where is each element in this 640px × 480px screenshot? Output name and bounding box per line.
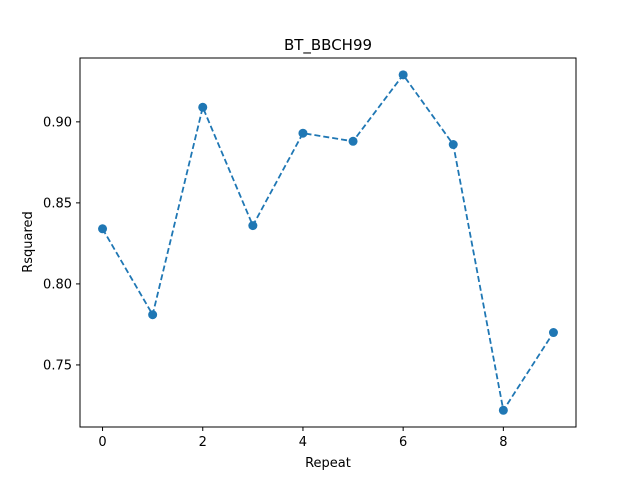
data-point <box>448 140 458 150</box>
x-tick-label: 2 <box>199 435 207 450</box>
data-point <box>198 102 208 112</box>
data-point <box>498 405 508 415</box>
series-line <box>101 73 555 413</box>
x-axis-label: Repeat <box>305 456 351 471</box>
chart-title: BT_BBCH99 <box>284 36 372 55</box>
x-axis: 0 2 4 6 8 <box>98 427 507 450</box>
x-tick-label: 4 <box>299 435 307 450</box>
x-tick-label: 0 <box>98 435 106 450</box>
x-tick-label: 8 <box>499 435 507 450</box>
data-point <box>248 221 258 231</box>
x-tick-label: 6 <box>399 435 407 450</box>
series-layer <box>98 70 558 415</box>
data-point <box>348 136 358 146</box>
y-tick-label: 0.90 <box>43 115 72 130</box>
data-point <box>98 224 108 234</box>
y-axis: 0.75 0.80 0.85 0.90 <box>43 115 80 373</box>
data-point <box>398 70 408 80</box>
data-point <box>548 328 558 338</box>
data-point <box>298 128 308 138</box>
axes-frame <box>79 57 577 428</box>
y-axis-label: Rsquared <box>21 211 36 273</box>
data-point <box>148 310 158 320</box>
y-tick-label: 0.80 <box>43 277 72 292</box>
y-tick-label: 0.75 <box>43 358 72 373</box>
y-tick-label: 0.85 <box>43 196 72 211</box>
